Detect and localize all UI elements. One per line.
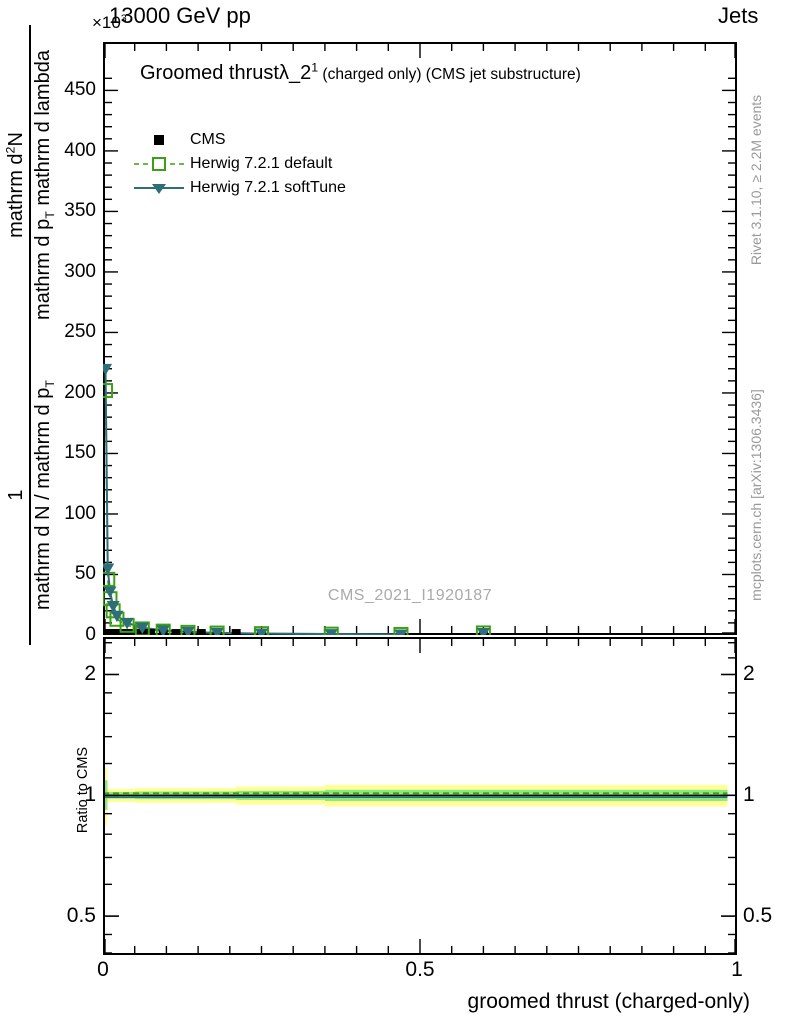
x-tick-label-1: 1 [731,958,743,981]
x-tick-label-0: 0 [97,958,109,981]
main-plot-svg [98,42,737,642]
data-marker-triangle-down [210,627,224,640]
ratio-y-tick-label-right-2: 2 [743,662,755,686]
data-marker-triangle-down [255,628,268,641]
plot-title: Groomed thrustλ_21 (charged only) (CMS j… [140,60,581,84]
data-marker-triangle-down [103,586,117,598]
x-tick-label-0.5: 0.5 [405,958,435,981]
data-marker-triangle-down [324,629,338,641]
panel-frame [103,42,737,635]
legend-label-cms: CMS [190,131,226,148]
fraction-bar [29,345,31,645]
data-marker-filled-square [146,629,156,639]
data-marker-filled-square [122,629,132,639]
data-marker-filled-square [231,629,241,639]
legend-label-herwig-softtune: Herwig 7.2.1 softTune [190,179,346,196]
panel-frame [103,637,737,955]
analysis-region-label: Jets [718,3,759,28]
ratio-y-axis-label: Ratio to CMS [75,746,91,834]
rivet-version-label: Rivet 3.1.10, ≥ 2.2M events [748,94,764,266]
data-marker-triangle-down [135,622,149,635]
mcplots-credit-label: mcplots.cern.ch [arXiv:1306.3436] [748,389,764,601]
data-marker-triangle-down [99,363,113,376]
data-marker-triangle-down [101,563,115,575]
legend-label-herwig-default: Herwig 7.2.1 default [190,155,333,172]
data-marker-triangle-down [181,626,195,639]
x-axis-title: groomed thrust (charged-only) [467,990,750,1013]
ratio-plot-panel [103,637,737,955]
analysis-id-watermark: CMS_2021_I1920187 [327,587,493,604]
legend-marker-herwig-default [134,157,184,171]
ratio-y-tick-label-right-0.5: 0.5 [743,904,773,928]
fraction-bar [29,25,31,345]
y-axis-label-lower-numerator: 1 [5,489,27,501]
ratio-y-tick-label-right-1: 1 [743,783,755,807]
main-plot-panel [98,42,737,642]
data-marker-triangle-down [120,617,134,630]
data-marker-filled-square [196,629,206,639]
y-axis-scale-exponent: ×103 [92,12,127,32]
legend-marker-cms [154,135,164,145]
ratio-y-tick-label-left-0.5: 0.5 [66,904,96,928]
y-axis-label-upper-denominator: mathrm d pT mathrm d lambda [32,50,57,320]
data-marker-triangle-down [106,601,120,613]
y-axis-label-lower-denominator: mathrm d N / mathrm d pT [32,380,57,610]
y-axis-label-upper-numerator: mathrm d2N [3,132,27,238]
ratio-plot-svg [103,637,737,955]
data-marker-triangle-down [110,610,124,623]
data-marker-triangle-down [476,628,490,640]
beam-energy-label: 13000 GeV pp [109,3,251,28]
legend-marker-herwig-softtune [134,184,184,194]
data-marker-filled-square [171,629,181,639]
data-marker-filled-square [117,629,127,639]
y-axis-label-upper-fraction: mathrm d2N mathrm d pT mathrm d lambda [3,25,57,345]
data-marker-filled-square [130,629,140,639]
y-axis-label-lower-fraction: 1 mathrm d N / mathrm d pT [4,345,57,645]
ratio-y-tick-label-left-2: 2 [84,662,96,686]
data-marker-triangle-down [156,625,170,637]
data-marker-filled-square [112,629,122,639]
